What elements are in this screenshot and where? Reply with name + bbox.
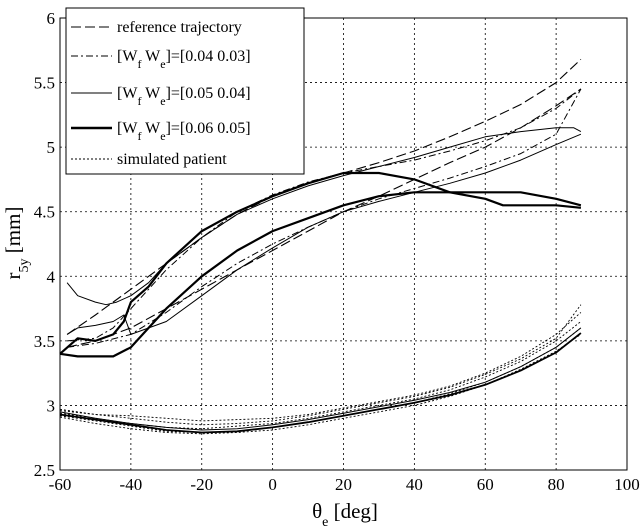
x-tick-label: -40: [120, 475, 143, 494]
series-line-11: [59, 304, 582, 426]
series-line-14: [59, 332, 582, 434]
plot-frame: [59, 17, 628, 471]
x-tick-label: 40: [406, 475, 423, 494]
x-tick-label: 0: [268, 475, 277, 494]
legend-label-w004: [Wf We]=[0.04 0.03]: [117, 48, 251, 71]
series-line-13: [59, 327, 582, 431]
y-tick-label: 4.5: [34, 203, 55, 222]
y-tick-label: 5.5: [34, 74, 55, 93]
series-line-0: [66, 58, 582, 335]
series-line-8: [59, 312, 582, 422]
series-line-4: [66, 127, 582, 306]
series-line-1: [66, 88, 582, 348]
series-line-7: [59, 191, 582, 358]
y-tick-label: 6: [47, 9, 56, 28]
legend-label-patient: simulated patient: [117, 151, 227, 168]
x-tick-label: 20: [335, 475, 352, 494]
legend-box: [65, 7, 305, 175]
x-axis-label: θe [deg]: [312, 499, 378, 527]
series-line-6: [59, 171, 582, 355]
y-axis-label: r5y [mm]: [1, 207, 32, 280]
series-line-12: [59, 334, 582, 435]
series-line-10: [59, 327, 582, 433]
legend-label-reference: reference trajectory: [117, 19, 242, 36]
y-tick-label: 3.5: [34, 332, 55, 351]
y-tick-label: 3: [47, 396, 56, 415]
y-tick-label: 4: [47, 267, 56, 286]
y-tick-label: 2.5: [34, 461, 55, 480]
legend-label-w006: [Wf We]=[0.06 0.05]: [117, 120, 251, 143]
legend: reference trajectory [Wf We]=[0.04 0.03]…: [65, 7, 305, 175]
legend-label-w005: [Wf We]=[0.05 0.04]: [117, 85, 251, 108]
y-tick-label: 5: [47, 138, 56, 157]
x-tick-label: 80: [548, 475, 565, 494]
series-line-3: [67, 88, 582, 348]
x-tick-label: 100: [614, 475, 640, 494]
x-tick-label: -20: [190, 475, 213, 494]
tick-labels: -60 -40 -20 0 20 40 60 80 100 2.5 3 3.5 4 4.5 5 5.5 6: [34, 9, 640, 494]
x-tick-label: -60: [49, 475, 72, 494]
series-line-5: [66, 133, 582, 335]
x-tick-label: 60: [477, 475, 494, 494]
series-group: [59, 58, 582, 435]
